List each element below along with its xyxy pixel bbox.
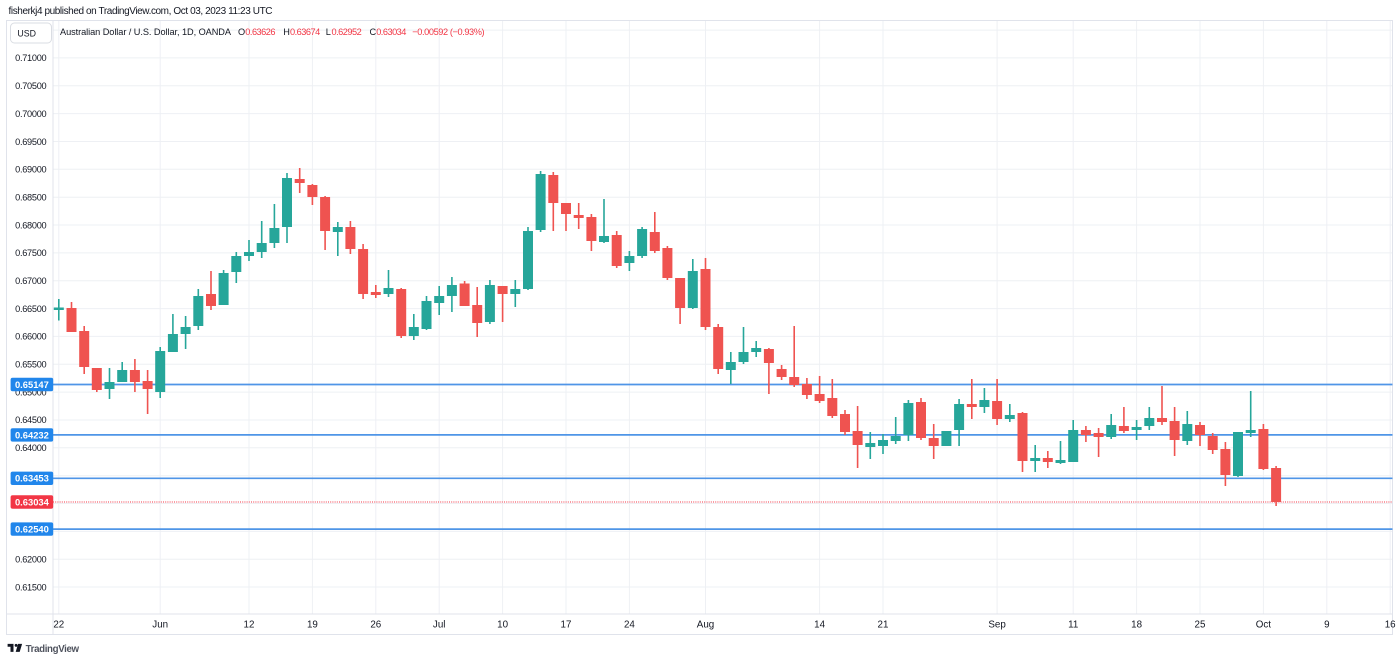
svg-text:0.64000: 0.64000 [15, 443, 47, 453]
svg-text:25: 25 [1195, 620, 1206, 631]
svg-text:0.64500: 0.64500 [15, 415, 47, 425]
svg-text:21: 21 [878, 620, 889, 631]
svg-text:0.70500: 0.70500 [15, 81, 47, 91]
svg-text:0.61500: 0.61500 [15, 582, 47, 592]
svg-text:16: 16 [1385, 620, 1396, 631]
svg-text:Oct: Oct [1256, 620, 1272, 631]
svg-text:fisherkj4 published on Trading: fisherkj4 published on TradingView.com, … [9, 6, 273, 17]
svg-text:0.66000: 0.66000 [15, 332, 47, 342]
svg-text:C: C [370, 27, 377, 37]
svg-text:Aug: Aug [697, 620, 714, 631]
svg-text:Sep: Sep [988, 620, 1006, 631]
svg-text:26: 26 [370, 620, 381, 631]
svg-text:0.63626: 0.63626 [245, 27, 275, 37]
svg-text:0.63034: 0.63034 [15, 496, 50, 507]
svg-text:0.63453: 0.63453 [15, 473, 49, 484]
svg-text:0.62000: 0.62000 [15, 555, 47, 565]
svg-text:Jun: Jun [152, 620, 168, 631]
svg-text:0.71000: 0.71000 [15, 53, 47, 63]
svg-text:0.68000: 0.68000 [15, 220, 47, 230]
svg-text:0.65147: 0.65147 [15, 379, 49, 390]
svg-text:Australian Dollar / U.S. Dolla: Australian Dollar / U.S. Dollar, 1D, OAN… [60, 27, 232, 37]
svg-text:0.63674: 0.63674 [290, 27, 320, 37]
svg-text:22: 22 [53, 620, 64, 631]
svg-text:9: 9 [1324, 620, 1329, 631]
svg-text:19: 19 [307, 620, 318, 631]
svg-text:L: L [326, 27, 331, 37]
svg-text:USD: USD [17, 28, 36, 38]
svg-text:0.62952: 0.62952 [332, 27, 362, 37]
svg-text:TradingView: TradingView [26, 644, 80, 655]
svg-text:0.67000: 0.67000 [15, 276, 47, 286]
svg-text:0.65500: 0.65500 [15, 360, 47, 370]
svg-text:0.69000: 0.69000 [15, 165, 47, 175]
svg-text:0.62540: 0.62540 [15, 524, 49, 535]
svg-text:O: O [238, 27, 245, 37]
svg-text:0.66500: 0.66500 [15, 304, 47, 314]
svg-text:10: 10 [497, 620, 508, 631]
svg-text:0.65000: 0.65000 [15, 387, 47, 397]
svg-text:−0.00592 (−0.93%): −0.00592 (−0.93%) [412, 27, 484, 37]
svg-text:11: 11 [1068, 620, 1078, 631]
svg-text:0.69500: 0.69500 [15, 137, 47, 147]
svg-text:0.67500: 0.67500 [15, 248, 47, 258]
svg-text:Jul: Jul [433, 620, 446, 631]
svg-text:12: 12 [244, 620, 255, 631]
svg-text:0.70000: 0.70000 [15, 109, 47, 119]
svg-text:14: 14 [814, 620, 825, 631]
svg-text:0.64232: 0.64232 [15, 429, 49, 440]
svg-text:24: 24 [624, 620, 635, 631]
svg-text:0.68500: 0.68500 [15, 193, 47, 203]
svg-text:18: 18 [1131, 620, 1142, 631]
svg-text:0.63034: 0.63034 [376, 27, 406, 37]
svg-text:17: 17 [561, 620, 572, 631]
svg-text:H: H [283, 27, 290, 37]
